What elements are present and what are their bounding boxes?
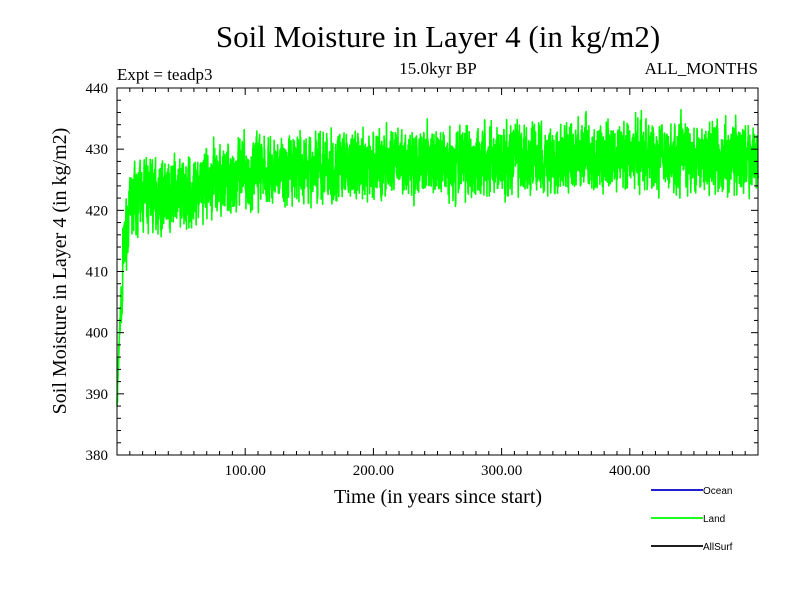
y-tick-label: 400 [86, 326, 109, 342]
y-tick-label: 380 [86, 448, 109, 464]
y-tick-label: 390 [86, 387, 109, 403]
y-tick-label: 420 [86, 203, 109, 219]
chart-title: Soil Moisture in Layer 4 (in kg/m2) [216, 19, 660, 54]
legend-label-ocean: Ocean [703, 486, 732, 497]
legend: Ocean Land AllSurf [651, 486, 733, 553]
x-axis-label: Time (in years since start) [334, 486, 542, 508]
plot-lines [116, 108, 759, 407]
x-tick-label: 300.00 [481, 463, 522, 479]
y-tick-label: 430 [86, 142, 109, 158]
legend-label-land: Land [703, 514, 725, 525]
legend-label-allsurf: AllSurf [703, 542, 733, 553]
chart-subtitle: 15.0kyr BP [399, 59, 476, 78]
y-tick-label: 410 [86, 265, 109, 281]
x-tick-label: 200.00 [353, 463, 394, 479]
axis-ticks: 380 390 400 410 420 430 440 100.00 200.00 300.00 4… [86, 81, 758, 479]
x-tick-label: 100.00 [225, 463, 266, 479]
x-tick-label: 400.00 [609, 463, 650, 479]
series-line-land [116, 108, 759, 407]
period-label: ALL_MONTHS [645, 59, 758, 78]
experiment-label: Expt = teadp3 [117, 65, 213, 84]
y-tick-label: 440 [86, 81, 109, 97]
y-axis-label: Soil Moisture in Layer 4 (in kg/m2) [49, 128, 71, 415]
